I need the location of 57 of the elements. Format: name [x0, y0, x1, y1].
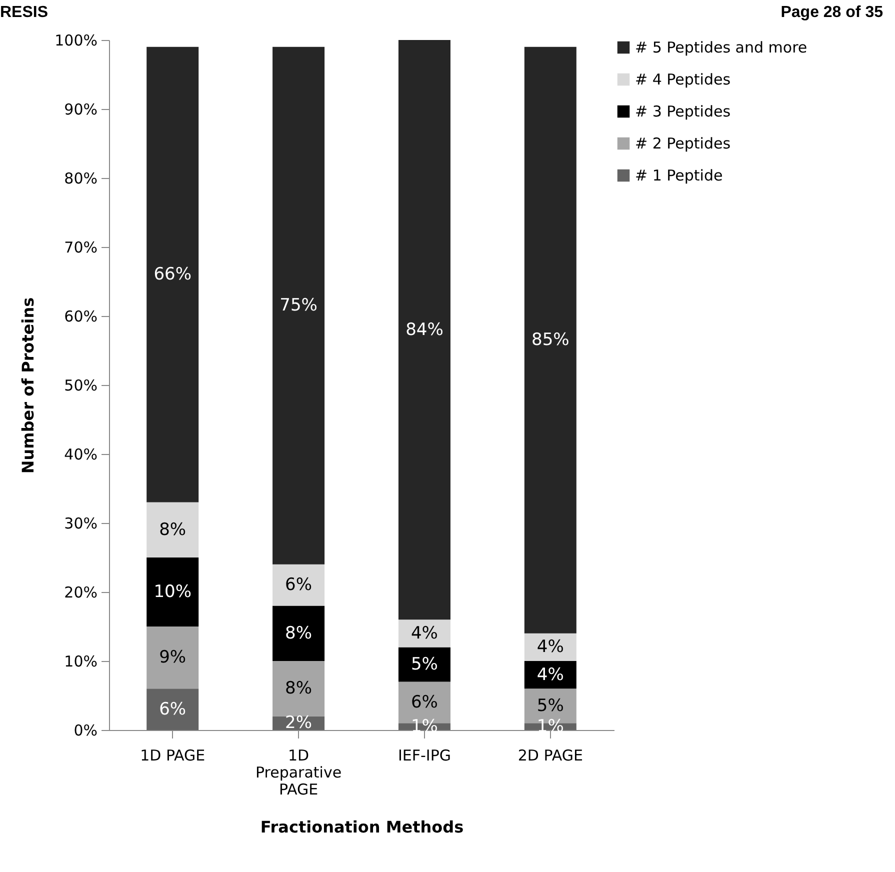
x-axis-title: Fractionation Methods — [260, 818, 464, 836]
bar — [524, 633, 576, 661]
data-label: 4% — [536, 637, 564, 658]
y-tick-label: 50% — [64, 376, 98, 394]
bar — [398, 620, 450, 648]
y-tick-label: 90% — [64, 100, 98, 118]
legend-label: # 3 Peptides — [635, 102, 731, 120]
legend-label: # 5 Peptides and more — [635, 38, 808, 56]
y-tick-label: 20% — [64, 584, 98, 602]
bar — [272, 46, 325, 564]
data-label: 8% — [285, 623, 312, 644]
y-tick-label: 0% — [74, 722, 98, 740]
x-tick-label: 1D PAGE — [140, 746, 206, 764]
legend-label: # 2 Peptides — [635, 134, 731, 152]
data-label: 4% — [536, 664, 564, 685]
y-tick-label: 30% — [64, 514, 98, 532]
legend-label: # 4 Peptides — [635, 70, 731, 88]
y-tick-label: 10% — [64, 652, 98, 670]
text: Page 28 of 35 — [780, 4, 883, 22]
data-label: 10% — [154, 582, 192, 602]
data-label: 66% — [154, 264, 192, 285]
bar — [398, 647, 450, 682]
bar — [524, 661, 576, 689]
bar — [272, 661, 325, 716]
data-label: 85% — [532, 330, 570, 350]
data-label: 9% — [159, 648, 186, 668]
y-tick-label: 100% — [54, 32, 98, 50]
y-tick-label: 70% — [64, 238, 98, 256]
bar — [272, 606, 325, 661]
bar — [146, 688, 199, 730]
y-tick-label: 40% — [64, 446, 98, 464]
data-label: 6% — [285, 575, 312, 596]
data-label: 4% — [410, 623, 438, 644]
bar — [146, 558, 199, 626]
text: RESIS — [0, 4, 48, 22]
data-label: 5% — [410, 654, 438, 674]
y-tick-label: 80% — [64, 170, 98, 188]
x-tick-label: IEF-IPG — [398, 746, 451, 764]
y-tick-label: 60% — [64, 308, 98, 326]
y-axis-title: Number of Proteins — [18, 297, 38, 474]
x-tick-label: 1D Preparative PAGE — [255, 746, 342, 798]
data-label: 8% — [285, 678, 312, 699]
bar — [272, 564, 325, 606]
data-label: 2% — [285, 713, 312, 734]
legend-label: # 1 Peptide — [635, 166, 723, 184]
x-tick-label: 2D PAGE — [518, 746, 583, 764]
data-label: 6% — [410, 692, 438, 712]
bar — [146, 46, 199, 502]
data-label: 8% — [159, 520, 186, 540]
bar — [524, 46, 576, 634]
bar — [398, 40, 450, 620]
data-label: 5% — [536, 696, 564, 716]
data-label: 75% — [280, 296, 318, 316]
data-label: 6% — [159, 699, 186, 720]
data-label: 84% — [406, 320, 444, 340]
bar — [146, 502, 199, 558]
bar — [146, 626, 199, 689]
